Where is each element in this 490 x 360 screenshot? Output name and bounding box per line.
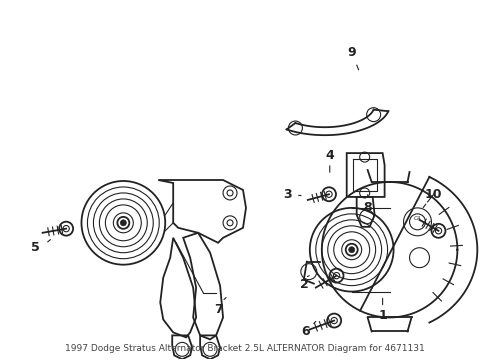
Text: 5: 5 — [31, 241, 40, 254]
Text: 9: 9 — [347, 46, 356, 59]
Text: 1997 Dodge Stratus Alternator Bracket 2.5L ALTERNATOR Diagram for 4671131: 1997 Dodge Stratus Alternator Bracket 2.… — [65, 344, 425, 353]
Text: 7: 7 — [214, 303, 222, 316]
Text: CA: CA — [414, 216, 421, 221]
Text: 4: 4 — [325, 149, 334, 162]
Circle shape — [121, 220, 126, 226]
Text: 8: 8 — [364, 201, 372, 215]
Text: 1: 1 — [378, 309, 387, 322]
Text: 3: 3 — [284, 188, 292, 202]
Circle shape — [349, 247, 355, 253]
Text: 6: 6 — [301, 325, 310, 338]
Text: 10: 10 — [425, 188, 442, 202]
Text: 2: 2 — [300, 278, 309, 291]
